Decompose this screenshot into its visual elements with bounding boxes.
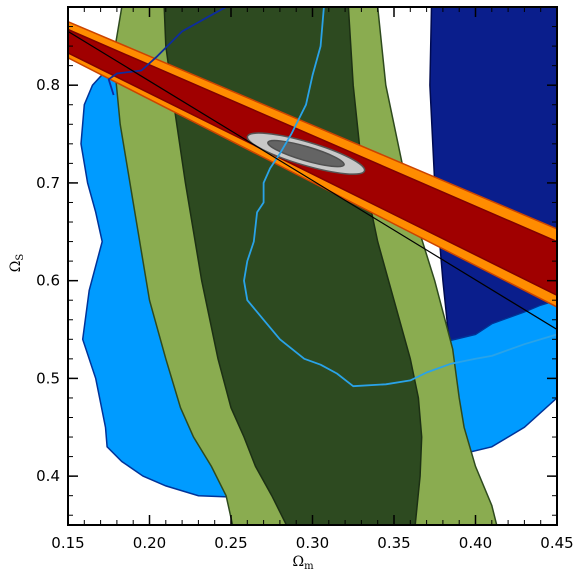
x-axis-title-main: Ω [292, 554, 304, 570]
y-tick-label: 0.5 [36, 369, 60, 387]
y-tick-label: 0.8 [36, 76, 60, 94]
x-tick-label: 0.15 [51, 534, 84, 552]
x-tick-label: 0.25 [214, 534, 247, 552]
confidence-regions [68, 7, 557, 525]
y-axis-title-main: Ω [8, 261, 24, 273]
contour-lines [68, 7, 557, 388]
region-gray-inner-ellipse [267, 139, 345, 168]
y-tick-label: 0.6 [36, 272, 60, 290]
x-tick-label: 0.40 [459, 534, 492, 552]
y-tick-label: 0.7 [36, 174, 60, 192]
y-axis-title-sub: S [15, 254, 26, 261]
line-blue-contour [243, 7, 557, 388]
x-tick-label: 0.30 [296, 534, 329, 552]
x-tick-label: 0.45 [540, 534, 573, 552]
x-axis-ticks: 0.15 0.20 0.25 0.30 0.35 0.40 0.45 [51, 7, 574, 552]
x-axis-title: Ωm [292, 554, 314, 572]
y-axis-title: ΩS [8, 254, 26, 273]
x-axis-title-sub: m [304, 561, 314, 572]
line-black-line [68, 30, 557, 331]
x-tick-label: 0.20 [133, 534, 166, 552]
line-navy-contour [107, 7, 227, 96]
x-tick-label: 0.35 [377, 534, 410, 552]
y-tick-label: 0.4 [36, 467, 60, 485]
y-axis-ticks: 0.4 0.5 0.6 0.7 0.8 [36, 6, 557, 516]
